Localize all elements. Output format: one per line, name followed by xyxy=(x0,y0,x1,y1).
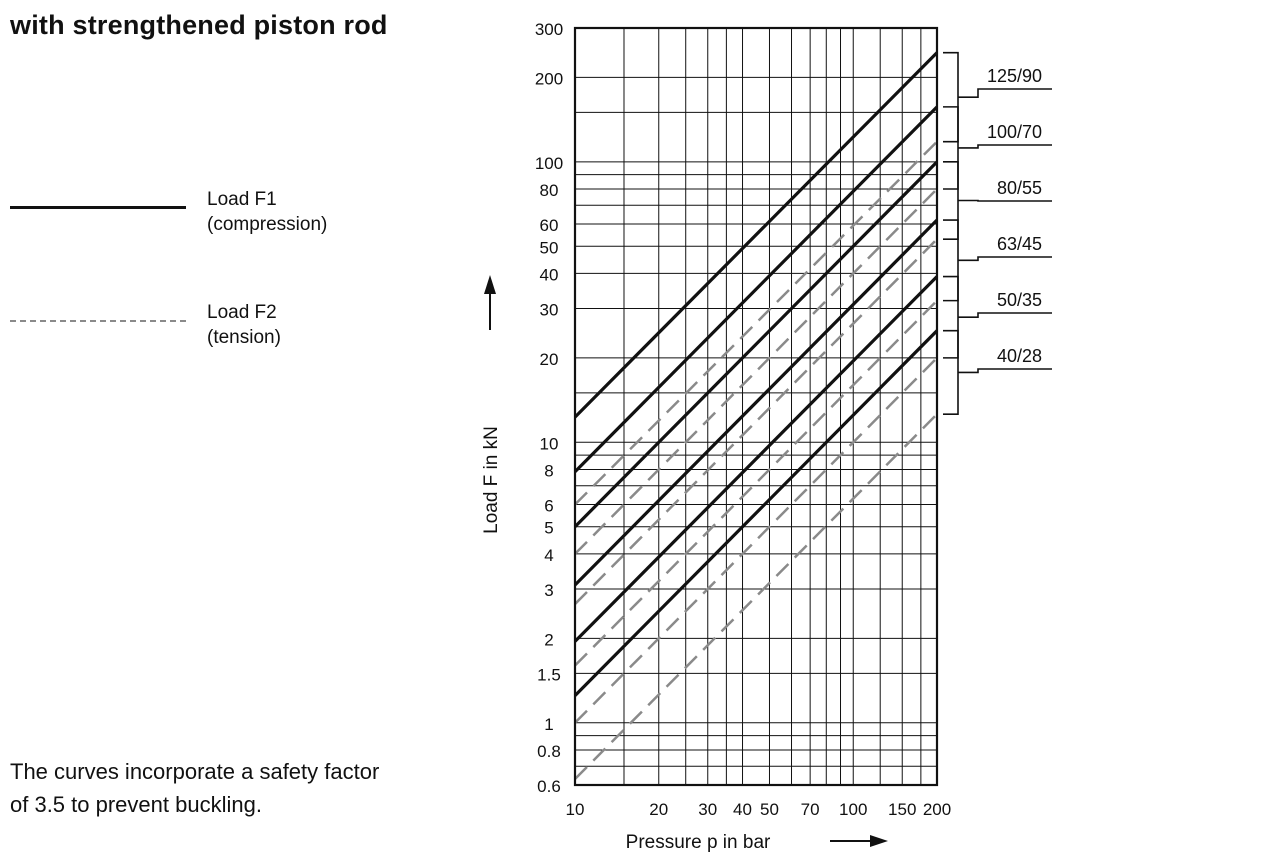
grid-lines xyxy=(574,27,938,786)
ytick-label: 100 xyxy=(535,154,563,173)
series-label-100-70: 100/70 xyxy=(987,122,1042,142)
xtick-label: 200 xyxy=(923,800,951,819)
bracket-40-28 xyxy=(943,329,959,415)
bracket-125-90 xyxy=(943,51,959,143)
curve-compression-80-55 xyxy=(573,160,939,528)
leader-50-35 xyxy=(958,312,1052,318)
chart-title: with strengthened piston rod xyxy=(10,10,388,40)
xtick-label: 30 xyxy=(698,800,717,819)
series-label-50-35: 50/35 xyxy=(997,290,1042,310)
ytick-label: 10 xyxy=(540,434,559,453)
ytick-label: 8 xyxy=(544,461,553,480)
plot-frame xyxy=(573,26,939,787)
xtick-label: 70 xyxy=(801,800,820,819)
bore-rod-brackets: 125/90 100/70 80/55 63/45 50/35 40/28 xyxy=(943,51,1052,415)
series-label-63-45: 63/45 xyxy=(997,234,1042,254)
ytick-label: 20 xyxy=(540,350,559,369)
safety-note-line2: of 3.5 to prevent buckling. xyxy=(10,792,262,817)
legend-f1-line2: (compression) xyxy=(207,214,328,235)
ytick-label: 0.8 xyxy=(537,742,561,761)
ytick-label: 200 xyxy=(535,69,563,88)
curve-compression-50-35 xyxy=(573,275,939,643)
series-label-40-28: 40/28 xyxy=(997,346,1042,366)
y-axis-title: Load F in kN xyxy=(481,426,502,534)
xtick-label: 20 xyxy=(649,800,668,819)
y-axis-arrow-head xyxy=(484,275,496,294)
curve-tension-100-70 xyxy=(574,188,938,555)
curve-tension-50-35 xyxy=(574,356,938,724)
xtick-label: 100 xyxy=(839,800,867,819)
ytick-label: 1.5 xyxy=(537,665,561,684)
ytick-label: 300 xyxy=(535,20,563,39)
legend-f1-line1: Load F1 xyxy=(207,189,277,210)
series-label-80-55: 80/55 xyxy=(997,178,1042,198)
ytick-label: 50 xyxy=(540,238,559,257)
ytick-label: 2 xyxy=(544,630,553,649)
ytick-label: 0.6 xyxy=(537,777,561,796)
load-curves xyxy=(573,51,939,780)
curve-compression-100-70 xyxy=(573,105,939,473)
ytick-label: 60 xyxy=(540,216,559,235)
leader-100-70 xyxy=(958,144,1052,149)
ytick-label: 80 xyxy=(540,181,559,200)
safety-note: The curves incorporate a safety factor o… xyxy=(10,755,379,821)
legend-label-compression: Load F1 (compression) xyxy=(207,187,327,237)
bracket-100-70 xyxy=(943,106,959,190)
curve-tension-125-90 xyxy=(574,140,938,506)
xtick-label: 10 xyxy=(566,800,585,819)
bracket-63-45 xyxy=(943,219,959,302)
safety-note-line1: The curves incorporate a safety factor xyxy=(10,759,380,784)
plot-border xyxy=(573,26,939,787)
leader-80-55 xyxy=(958,199,1052,202)
curve-tension-80-55 xyxy=(574,238,938,605)
legend-f2-line1: Load F2 xyxy=(207,302,277,323)
ytick-label: 30 xyxy=(540,300,559,319)
curve-compression-125-90 xyxy=(573,51,939,419)
xtick-label: 50 xyxy=(760,800,779,819)
legend-swatch-tension xyxy=(10,320,186,322)
curve-tension-63-45 xyxy=(574,299,938,667)
bracket-80-55 xyxy=(943,161,959,240)
curve-compression-40-28 xyxy=(573,329,939,697)
curve-tension-40-28 xyxy=(574,413,938,780)
bracket-50-35 xyxy=(943,275,959,359)
legend-label-tension: Load F2 (tension) xyxy=(207,300,281,350)
curve-compression-63-45 xyxy=(573,218,939,587)
ytick-label: 1 xyxy=(544,715,553,734)
x-axis-arrow-head xyxy=(870,835,888,847)
leader-40-28 xyxy=(958,368,1052,374)
ytick-label: 6 xyxy=(544,497,553,516)
series-label-125-90: 125/90 xyxy=(987,66,1042,86)
xtick-label: 150 xyxy=(888,800,916,819)
ytick-label: 4 xyxy=(544,546,553,565)
ytick-label: 5 xyxy=(544,519,553,538)
legend-f2-line2: (tension) xyxy=(207,327,281,348)
ytick-label: 40 xyxy=(540,265,559,284)
x-axis-title: Pressure p in bar xyxy=(626,832,771,853)
tick-labels: 0.6 0.8 1 1.5 2 3 4 5 6 8 10 20 30 40 50 60 80 100 200 300 1… xyxy=(535,20,951,819)
xtick-label: 40 xyxy=(733,800,752,819)
legend-swatch-compression xyxy=(10,206,186,209)
axis-titles: Pressure p in bar Load F in kN xyxy=(481,275,888,853)
leader-63-45 xyxy=(958,256,1052,262)
ytick-label: 3 xyxy=(544,581,553,600)
leader-125-90 xyxy=(958,88,1052,98)
